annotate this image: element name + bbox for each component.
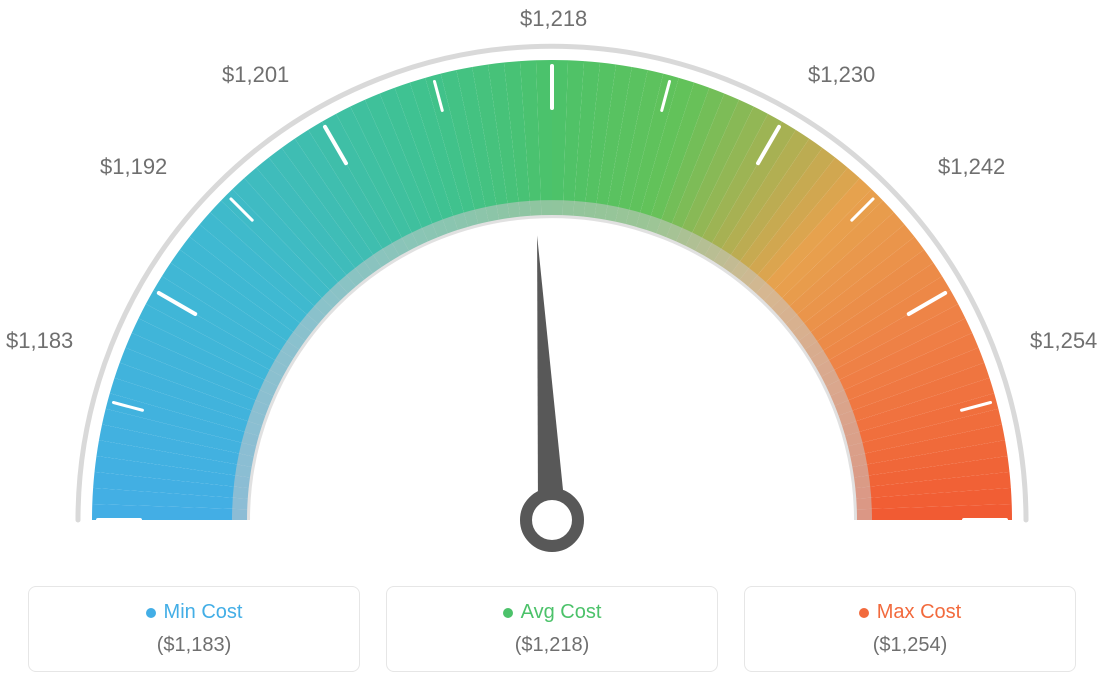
legend-title-text: Min Cost <box>164 601 243 624</box>
legend-title-max: Max Cost <box>859 601 961 624</box>
gauge-tick-label: $1,201 <box>222 62 289 88</box>
legend-value-min: ($1,183) <box>29 634 359 657</box>
gauge-tick-label: $1,242 <box>938 154 1005 180</box>
gauge-svg <box>0 0 1104 560</box>
legend-value-max: ($1,254) <box>745 634 1075 657</box>
dot-icon <box>503 608 513 618</box>
cost-gauge-chart: $1,183 $1,192 $1,201 $1,218 $1,230 $1,242 $1,2… <box>0 0 1104 690</box>
legend-title-avg: Avg Cost <box>503 601 602 624</box>
legend-card-max: Max Cost ($1,254) <box>744 586 1076 672</box>
gauge-tick-label: $1,218 <box>520 6 587 32</box>
legend-title-text: Avg Cost <box>521 601 602 624</box>
gauge-tick-label: $1,254 <box>1030 328 1097 354</box>
legend-title-text: Max Cost <box>877 601 961 624</box>
gauge-tick-label: $1,183 <box>6 328 73 354</box>
legend-row: Min Cost ($1,183) Avg Cost ($1,218) Max … <box>0 586 1104 672</box>
legend-title-min: Min Cost <box>146 601 243 624</box>
dot-icon <box>146 608 156 618</box>
gauge-tick-label: $1,192 <box>100 154 167 180</box>
dot-icon <box>859 608 869 618</box>
legend-card-min: Min Cost ($1,183) <box>28 586 360 672</box>
gauge-tick-label: $1,230 <box>808 62 875 88</box>
legend-value-avg: ($1,218) <box>387 634 717 657</box>
legend-card-avg: Avg Cost ($1,218) <box>386 586 718 672</box>
